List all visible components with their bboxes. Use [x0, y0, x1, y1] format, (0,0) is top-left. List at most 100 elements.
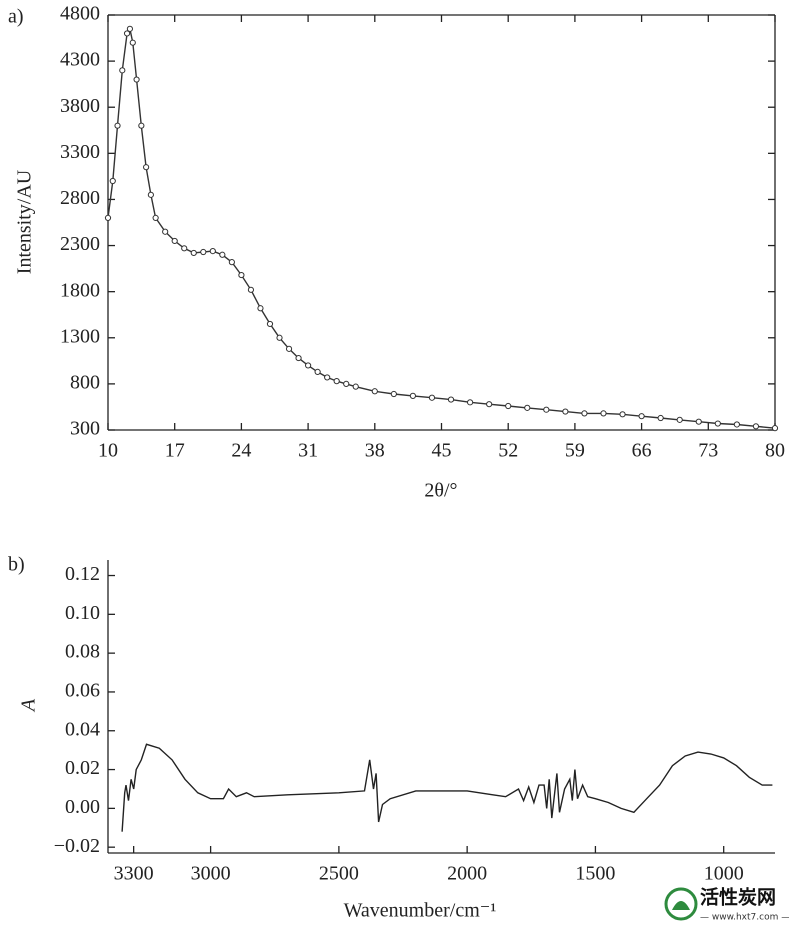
data-point [104, 214, 112, 221]
x-tick-label: 66 [632, 440, 652, 462]
y-tick-label: 800 [70, 371, 100, 393]
x-tick-label: 73 [698, 440, 718, 462]
x-tick-label: 3000 [191, 863, 231, 885]
data-point [409, 392, 417, 399]
y-axis-title: A [18, 698, 40, 713]
x-tick-label: 10 [98, 440, 118, 462]
x-tick-label: 2000 [447, 863, 487, 885]
data-point [109, 177, 116, 185]
x-tick-label: 3300 [114, 863, 154, 885]
y-tick-label: 1800 [60, 279, 100, 301]
y-tick-label: 3300 [60, 141, 100, 163]
x-axis-title: 2θ/° [424, 480, 457, 502]
watermark-name: 活性炭网 [700, 886, 776, 909]
data-point [390, 390, 397, 398]
data-point [162, 228, 169, 235]
logo-leaf [672, 901, 690, 910]
data-point [352, 383, 359, 390]
y-tick-label: 3800 [60, 95, 100, 117]
y-tick-label: 1300 [60, 325, 100, 347]
data-point [314, 368, 321, 375]
data-point [152, 214, 159, 221]
logo-ring [664, 887, 698, 921]
data-point [257, 305, 264, 312]
data-point [138, 122, 145, 129]
data-point [466, 399, 474, 406]
data-point [524, 404, 531, 411]
data-point [343, 380, 350, 387]
data-point [123, 30, 131, 37]
y-tick-label: 0.00 [65, 796, 100, 818]
y-tick-label: 0.06 [65, 680, 100, 702]
data-point [219, 251, 226, 258]
x-axis-title: Wavenumber/cm⁻¹ [344, 900, 497, 922]
x-tick-label: 59 [565, 440, 585, 462]
data-point [147, 191, 154, 198]
data-line [121, 743, 773, 832]
data-point [695, 418, 702, 425]
data-point [447, 396, 455, 403]
x-tick-label: 52 [498, 440, 518, 462]
x-tick-label: 2500 [319, 863, 359, 885]
panel-label: a) [8, 6, 24, 28]
data-point [295, 354, 302, 362]
y-tick-label: 300 [70, 418, 100, 440]
data-point [371, 388, 378, 395]
data-point [581, 410, 588, 417]
x-tick-label: 45 [432, 440, 452, 462]
y-tick-label: 4800 [60, 3, 100, 25]
panel-label: b) [8, 554, 25, 576]
data-point [129, 39, 136, 46]
data-point [143, 164, 150, 171]
data-point [209, 247, 216, 255]
data-line [107, 26, 776, 429]
y-tick-label: 4300 [60, 49, 100, 71]
data-point [562, 408, 569, 415]
data-point [228, 259, 235, 266]
y-tick-label: 0.02 [65, 757, 100, 779]
data-point [752, 423, 760, 430]
y-tick-label: 0.04 [65, 718, 100, 740]
x-tick-label: 31 [298, 440, 318, 462]
y-tick-label: 0.12 [65, 563, 100, 585]
y-tick-label: 2800 [60, 187, 100, 209]
data-point [266, 320, 274, 328]
x-tick-label: 17 [165, 440, 185, 462]
data-point [247, 286, 255, 293]
watermark-logo [664, 887, 698, 921]
x-tick-label: 1000 [704, 863, 744, 885]
data-point [114, 122, 121, 129]
data-point [714, 420, 721, 427]
data-point [133, 76, 140, 83]
data-point [505, 402, 512, 410]
y-tick-label: 0.08 [65, 641, 100, 663]
data-point [733, 421, 740, 428]
data-point [543, 406, 550, 413]
x-tick-label: 38 [365, 440, 385, 462]
x-tick-label: 1500 [575, 863, 615, 885]
data-point [305, 362, 312, 369]
data-point [200, 248, 207, 256]
data-point [324, 374, 331, 381]
data-point [676, 416, 683, 423]
data-point [771, 425, 779, 432]
data-point [171, 237, 178, 245]
data-point [638, 413, 645, 420]
data-point [657, 414, 664, 422]
data-point [126, 25, 134, 32]
y-axis-title: Intensity/AU [14, 169, 36, 274]
x-tick-label: 24 [231, 440, 251, 462]
data-point [190, 249, 197, 257]
y-tick-label: 2300 [60, 233, 100, 255]
y-tick-label: 0.10 [65, 602, 100, 624]
y-tick-label: −0.02 [54, 835, 100, 857]
data-point [285, 345, 293, 352]
data-point [600, 410, 607, 417]
data-point [333, 378, 340, 385]
data-point [486, 401, 493, 408]
data-point [276, 334, 283, 341]
data-point [428, 394, 436, 401]
data-point [619, 411, 626, 418]
data-point [181, 245, 188, 252]
